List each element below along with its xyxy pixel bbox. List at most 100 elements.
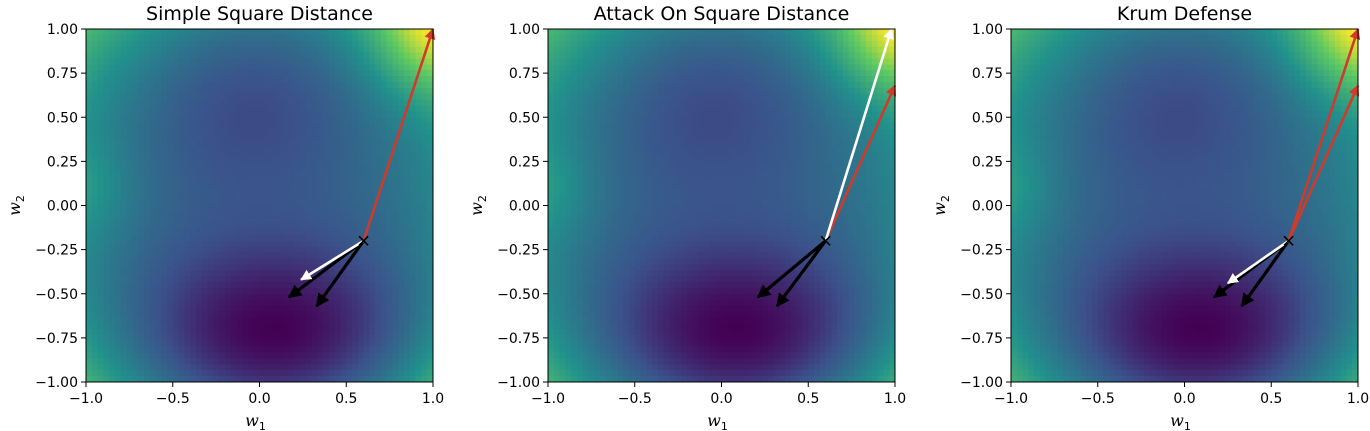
heatmap-cell — [600, 40, 607, 48]
heatmap-cell — [190, 46, 197, 54]
heatmap-cell — [195, 323, 203, 330]
heatmap-cell — [605, 81, 613, 89]
heatmap-cell — [375, 340, 382, 348]
heatmap-cell — [357, 129, 365, 136]
heatmap-cell — [103, 252, 110, 260]
heatmap-cell — [126, 170, 133, 177]
heatmap-cell — [236, 229, 243, 236]
heatmap-cell — [692, 29, 699, 36]
heatmap-cell — [219, 264, 226, 271]
heatmap-cell — [178, 317, 185, 324]
heatmap-cell — [201, 276, 209, 283]
heatmap-cell — [663, 140, 671, 148]
heatmap-cell — [733, 70, 740, 77]
heatmap-cell — [143, 176, 151, 183]
heatmap-cell — [380, 58, 388, 65]
heatmap-cell — [559, 76, 566, 83]
heatmap-cell — [427, 187, 434, 195]
heatmap-cell — [744, 140, 752, 148]
heatmap-cell — [201, 146, 209, 154]
heatmap-cell — [571, 129, 578, 136]
heatmap-cell — [288, 364, 295, 371]
heatmap-cell — [305, 52, 313, 60]
heatmap-cell — [114, 223, 122, 230]
heatmap-cell — [582, 111, 590, 118]
heatmap-cell — [132, 299, 139, 307]
heatmap-cell — [704, 111, 711, 118]
heatmap-cell — [143, 217, 151, 224]
heatmap-cell — [721, 52, 728, 60]
heatmap-cell — [409, 370, 417, 377]
heatmap-cell — [132, 87, 139, 95]
heatmap-cell — [375, 105, 382, 112]
heatmap-cell — [334, 346, 342, 354]
heatmap-cell — [398, 46, 405, 54]
heatmap-cell — [299, 340, 307, 348]
heatmap-cell — [357, 99, 365, 107]
heatmap-cell — [265, 164, 272, 171]
heatmap-cell — [172, 93, 180, 101]
heatmap-cell — [675, 93, 682, 101]
heatmap-cell — [600, 81, 607, 89]
heatmap-cell — [114, 229, 122, 236]
heatmap-cell — [427, 52, 434, 60]
heatmap-cell — [109, 211, 116, 218]
heatmap-cell — [398, 181, 405, 189]
heatmap-cell — [404, 217, 411, 224]
heatmap-cell — [149, 140, 156, 148]
heatmap-cell — [802, 40, 809, 48]
heatmap-cell — [553, 76, 561, 83]
heatmap-cell — [97, 234, 104, 242]
heatmap-cell — [860, 87, 867, 95]
heatmap-cell — [178, 111, 185, 118]
heatmap-cell — [138, 234, 145, 242]
heatmap-cell — [842, 40, 850, 48]
heatmap-cell — [184, 93, 191, 101]
heatmap-cell — [242, 229, 249, 236]
heatmap-cell — [386, 181, 394, 189]
heatmap-cell — [582, 152, 590, 160]
heatmap-cell — [889, 99, 896, 107]
heatmap-cell — [600, 64, 607, 71]
heatmap-cell — [161, 323, 168, 330]
heatmap-cell — [236, 170, 243, 177]
heatmap-cell — [299, 252, 307, 260]
heatmap-cell — [288, 123, 295, 130]
heatmap-cell — [404, 176, 411, 183]
heatmap-cell — [317, 346, 324, 354]
heatmap-cell — [219, 205, 226, 212]
heatmap-cell — [161, 376, 168, 383]
heatmap-cell — [282, 323, 290, 330]
heatmap-cell — [346, 205, 353, 212]
heatmap-cell — [363, 370, 370, 377]
heatmap-cell — [386, 58, 394, 65]
heatmap-cell — [860, 111, 867, 118]
heatmap-cell — [328, 40, 336, 48]
heatmap-cell — [317, 58, 324, 65]
heatmap-cell — [195, 376, 203, 383]
heatmap-cell — [380, 334, 388, 342]
heatmap-cell — [323, 358, 330, 365]
heatmap-cell — [207, 52, 214, 60]
heatmap-cell — [328, 170, 336, 177]
heatmap-cell — [796, 99, 804, 107]
heatmap-cell — [132, 117, 139, 124]
heatmap-cell — [161, 170, 168, 177]
heatmap-cell — [773, 58, 780, 65]
heatmap-cell — [380, 158, 388, 165]
heatmap-cell — [334, 364, 342, 371]
heatmap-cell — [380, 181, 388, 189]
heatmap-cell — [565, 81, 572, 89]
heatmap-cell — [866, 129, 873, 136]
heatmap-cell — [305, 229, 313, 236]
heatmap-cell — [415, 358, 423, 365]
heatmap-cell — [178, 346, 185, 354]
heatmap-cell — [657, 87, 665, 95]
heatmap-cell — [398, 40, 405, 48]
heatmap-cell — [132, 240, 139, 248]
heatmap-cell — [773, 64, 780, 71]
heatmap-cell — [311, 99, 318, 107]
heatmap-cell — [357, 276, 365, 283]
heatmap-cell — [415, 52, 423, 60]
heatmap-cell — [166, 317, 174, 324]
